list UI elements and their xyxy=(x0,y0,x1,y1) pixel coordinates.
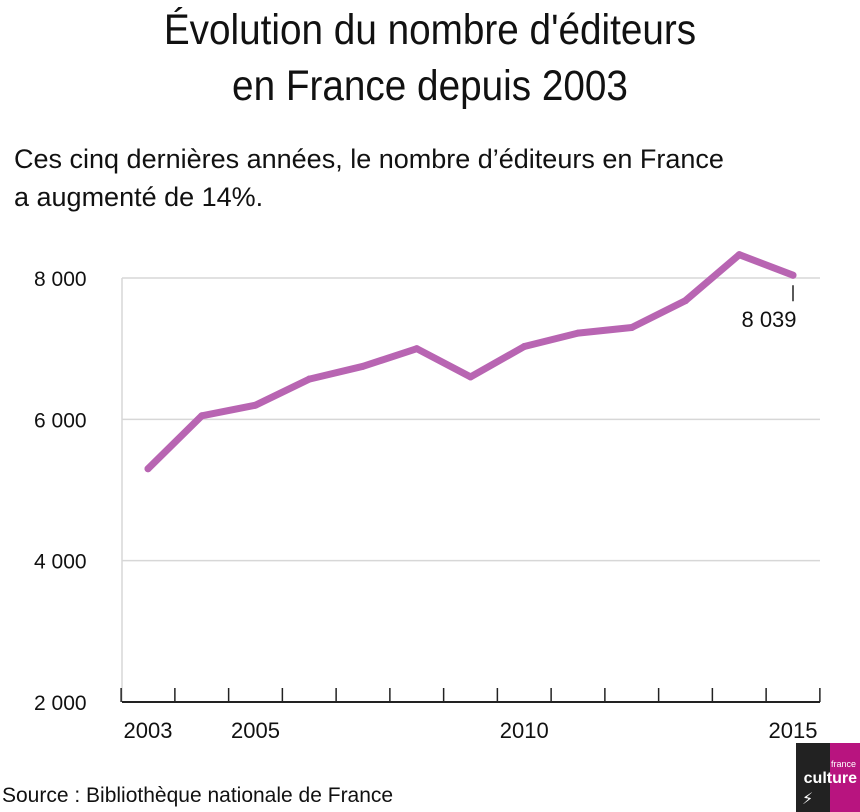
data-point xyxy=(574,329,582,337)
chart-subtitle: Ces cinq dernières années, le nombre d’é… xyxy=(14,140,834,216)
y-tick-label: 2 000 xyxy=(34,692,87,715)
brand-logo: france culture ⚡ xyxy=(796,743,860,812)
data-point xyxy=(682,297,689,305)
y-tick-label: 6 000 xyxy=(34,409,87,432)
y-tick-label: 8 000 xyxy=(34,268,87,291)
line-chart: 2 000 4 000 6 000 8 000 2003 2005 2010 2015 8 03… xyxy=(34,251,821,743)
data-point xyxy=(305,375,313,383)
title-line-1: Évolution du nombre d'éditeurs xyxy=(163,6,697,54)
data-point xyxy=(198,412,206,420)
x-tick-label: 2003 xyxy=(124,718,173,743)
data-point xyxy=(789,271,797,279)
data-point xyxy=(144,465,152,473)
data-point xyxy=(252,401,259,409)
logo-dark-panel xyxy=(796,743,830,812)
chart-title: Évolution du nombre d'éditeurs en France… xyxy=(43,2,817,114)
data-label: 8 039 xyxy=(741,307,796,332)
data-point xyxy=(628,323,636,331)
data-point xyxy=(359,362,367,370)
data-point xyxy=(520,343,528,351)
subtitle-line-2: a augmenté de 14%. xyxy=(14,182,264,212)
logo-small-text: france xyxy=(830,759,856,769)
source-note: Source : Bibliothèque nationale de Franc… xyxy=(2,784,394,807)
y-tick-label: 4 000 xyxy=(34,551,87,574)
series-line xyxy=(144,251,797,473)
x-tick-label: 2005 xyxy=(231,718,280,743)
data-point xyxy=(413,345,421,353)
logo-mark-icon: ⚡ xyxy=(802,791,814,808)
x-tick-label: 2010 xyxy=(500,718,549,743)
subtitle-line-1: Ces cinq dernières années, le nombre d’é… xyxy=(14,144,724,174)
title-line-2: en France depuis 2003 xyxy=(232,62,628,110)
data-point xyxy=(467,373,474,381)
logo-big-text: culture xyxy=(803,770,857,787)
data-point xyxy=(735,251,743,259)
x-tick-label: 2015 xyxy=(769,718,818,743)
